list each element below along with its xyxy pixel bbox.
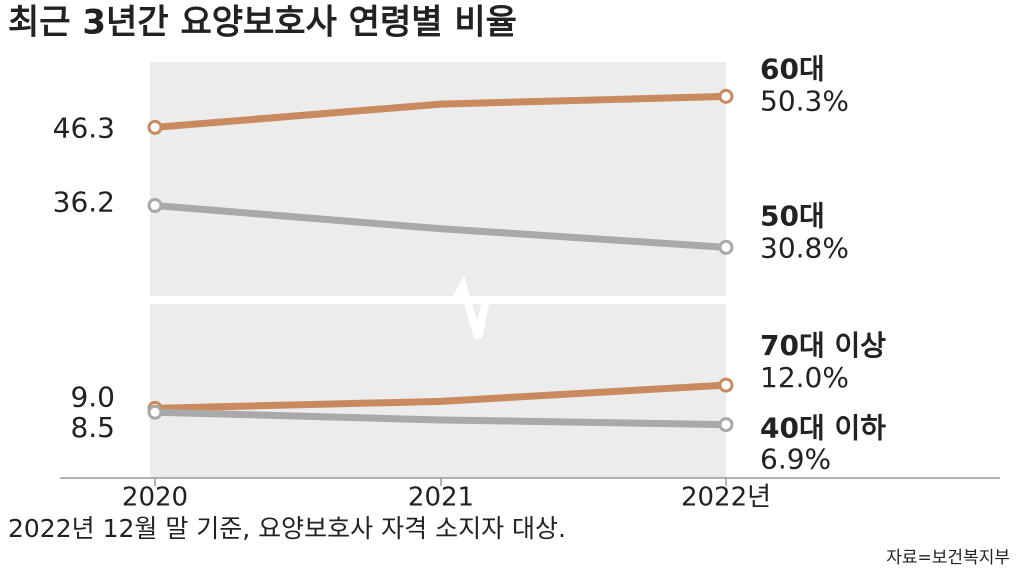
value-label: 30.8%: [760, 231, 849, 264]
series-line: [154, 408, 727, 429]
series-line: [154, 202, 727, 251]
x-tick-label: 2020: [122, 483, 188, 513]
point: [718, 88, 734, 104]
x-tick-label: 2021: [408, 483, 474, 513]
legend-label: 70대 이상: [760, 329, 886, 362]
point: [718, 239, 734, 255]
value-label: 8.5: [70, 411, 115, 444]
legend-label: 40대 이하: [760, 412, 886, 445]
point: [718, 377, 734, 393]
value-label: 9.0: [70, 380, 115, 413]
legend-label: 60대: [760, 52, 825, 85]
value-label: 36.2: [53, 186, 115, 219]
axis-break-zigzag: [430, 275, 500, 340]
point: [147, 198, 163, 214]
point: [718, 417, 734, 433]
source: 자료=보건복지부: [886, 548, 1010, 568]
x-tick-label: 2022년: [681, 483, 771, 513]
series-line: [154, 381, 727, 412]
value-label: 46.3: [53, 111, 115, 144]
point: [147, 404, 163, 420]
point: [147, 119, 163, 135]
chart-title: 최근 3년간 요양보호사 연령별 비율: [8, 3, 517, 43]
note: 2022년 12월 말 기준, 요양보호사 자격 소지자 대상.: [8, 514, 566, 543]
legend-label: 50대: [760, 199, 825, 232]
value-label: 12.0%: [760, 361, 849, 394]
value-label: 50.3%: [760, 84, 849, 117]
series-line: [154, 92, 727, 131]
value-label: 6.9%: [760, 443, 831, 476]
